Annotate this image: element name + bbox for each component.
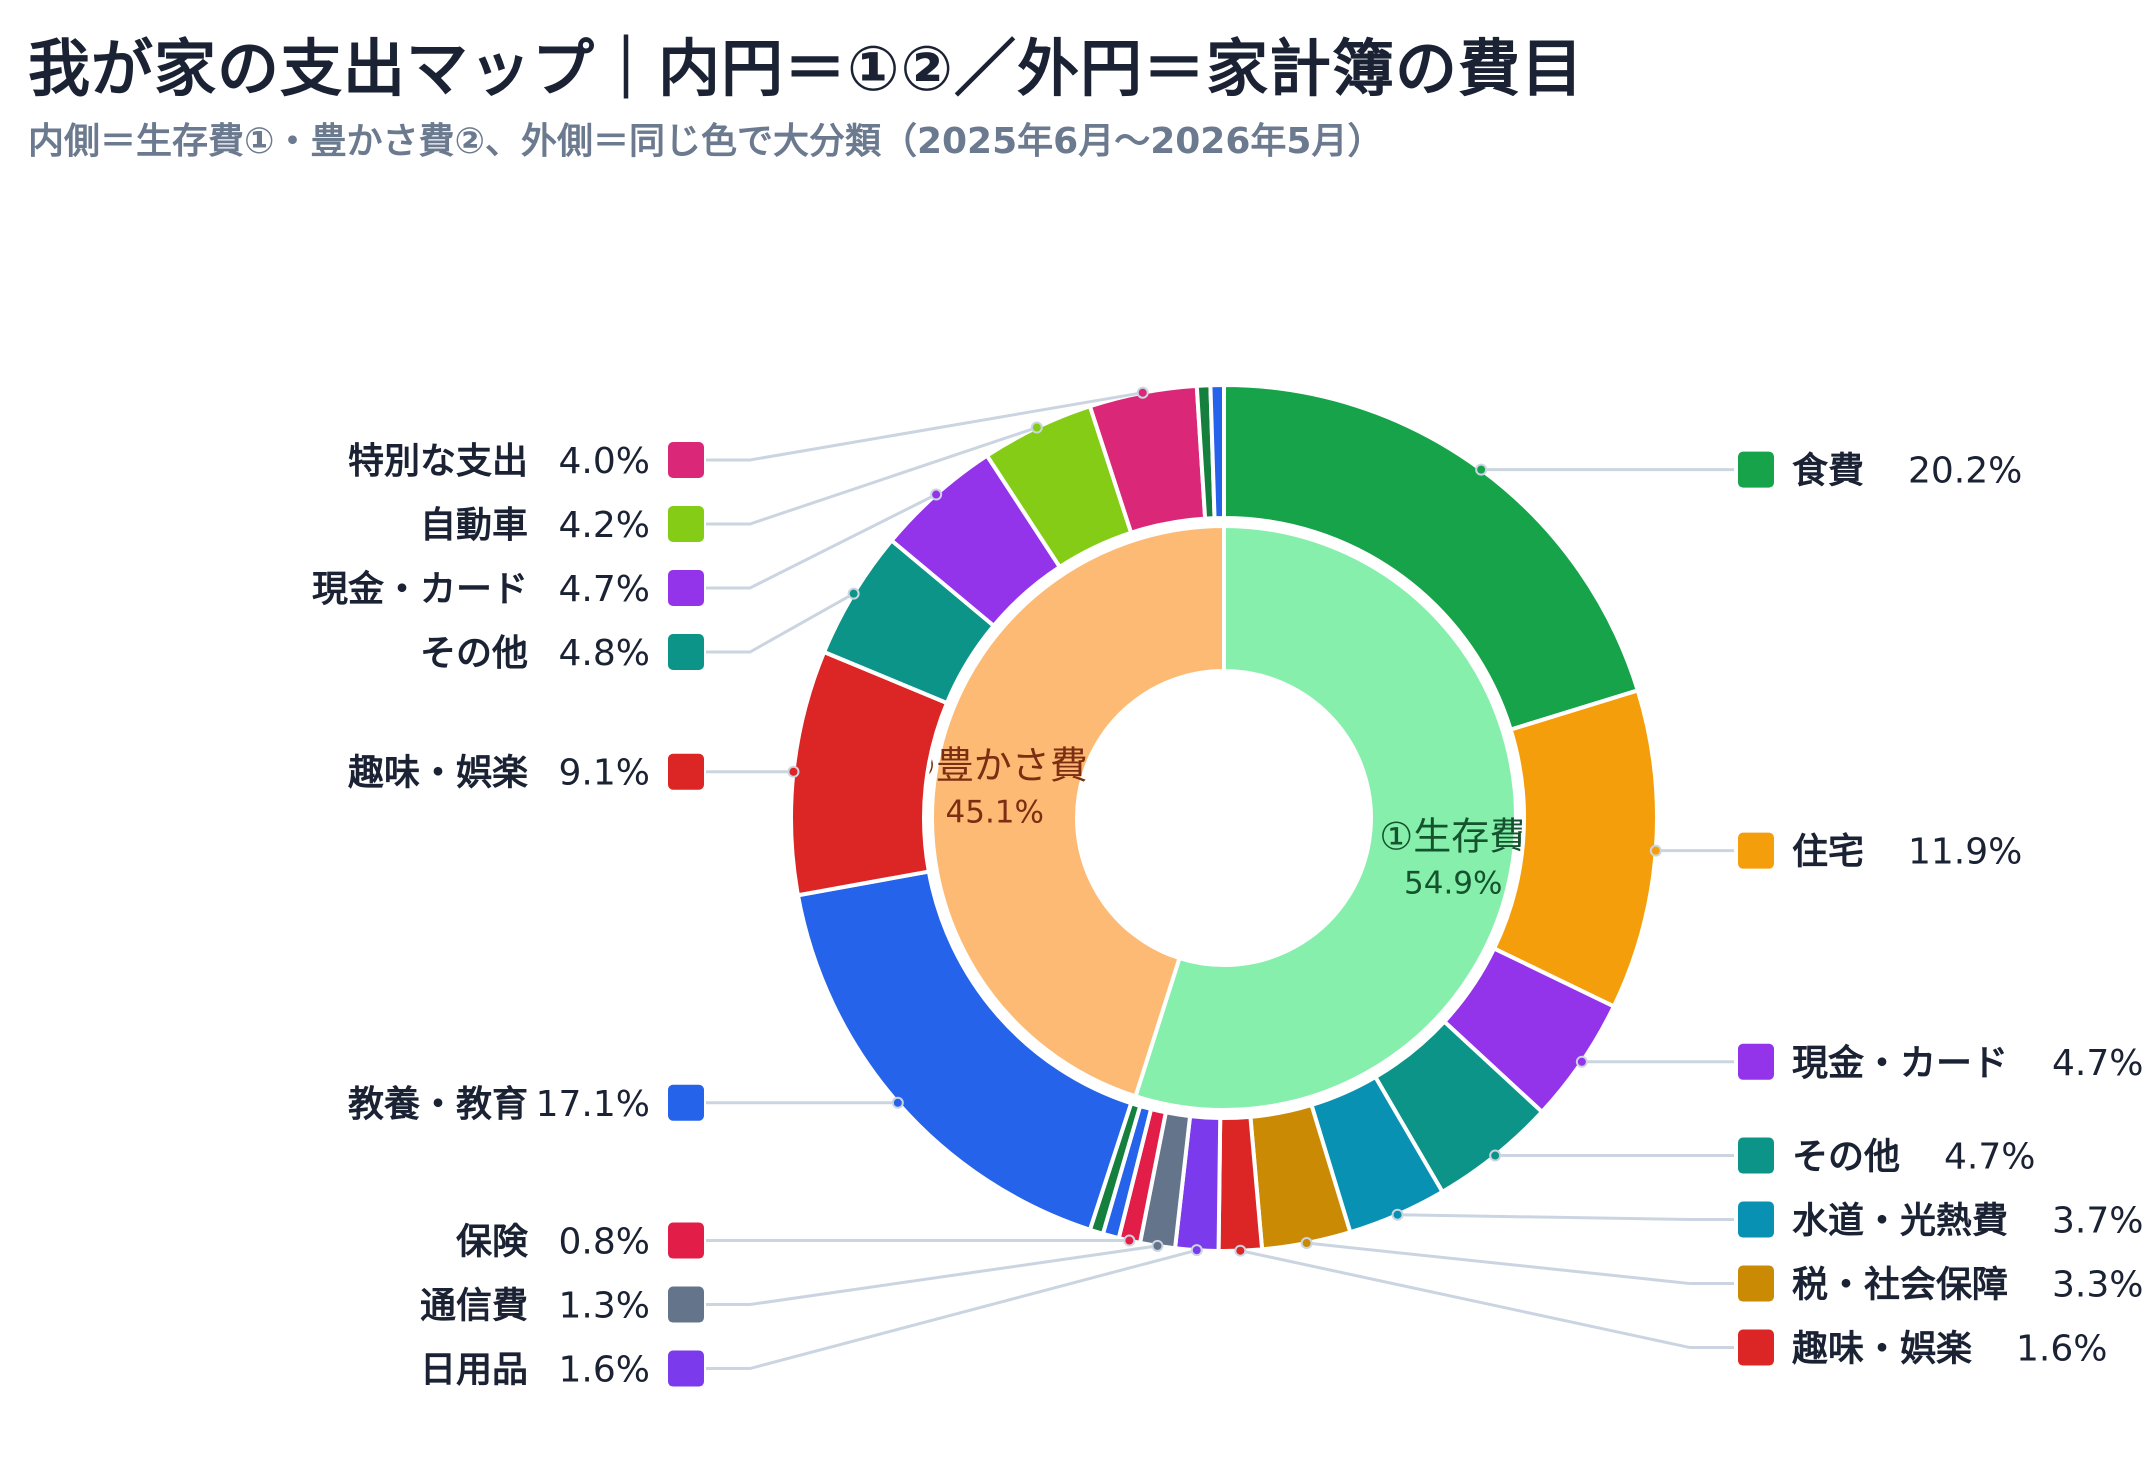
legend-swatch-right-4 bbox=[1738, 1201, 1774, 1238]
leader-line-left-1 bbox=[706, 426, 1038, 526]
legend-name-right-1: 住宅 bbox=[1792, 831, 1864, 873]
leader-dot-left-2 bbox=[930, 488, 943, 501]
leader-dot-right-5 bbox=[1300, 1237, 1313, 1250]
leader-dot-right-3 bbox=[1489, 1149, 1502, 1162]
legend-name-right-4: 水道・光熱費 bbox=[1792, 1201, 2008, 1242]
legend-swatch-left-8 bbox=[668, 1350, 704, 1387]
legend-value-left-4: 9.1% bbox=[559, 753, 650, 794]
legend-swatch-right-2 bbox=[1738, 1043, 1774, 1080]
legend-swatch-right-0 bbox=[1738, 451, 1774, 488]
leader-line-right-4 bbox=[1397, 1213, 1734, 1222]
leader-line-left-2 bbox=[706, 493, 937, 590]
legend-value-right-1: 11.9% bbox=[1908, 832, 2022, 873]
leader-dot-right-2 bbox=[1575, 1055, 1588, 1068]
inner-slice-value-0: 54.9% bbox=[1404, 866, 1502, 902]
leader-line-left-3 bbox=[706, 592, 855, 654]
legend-name-left-6: 保険 bbox=[456, 1222, 529, 1263]
leader-dot-right-0 bbox=[1475, 463, 1488, 476]
leader-dot-left-0 bbox=[1136, 386, 1149, 399]
legend-value-left-1: 4.2% bbox=[559, 505, 650, 546]
leader-dot-right-4 bbox=[1391, 1208, 1404, 1221]
legend-name-left-5: 教養・教育 bbox=[348, 1084, 528, 1125]
leader-line-left-0 bbox=[706, 391, 1143, 462]
legend-value-left-3: 4.8% bbox=[559, 633, 650, 674]
leader-dot-left-6 bbox=[1123, 1234, 1136, 1247]
legend-swatch-left-6 bbox=[668, 1222, 704, 1259]
legend-name-right-3: その他 bbox=[1792, 1137, 1900, 1178]
legend-value-left-0: 4.0% bbox=[559, 441, 650, 482]
outer-slice-0 bbox=[1222, 382, 1641, 733]
legend-swatch-left-4 bbox=[668, 753, 704, 790]
leader-dot-right-6 bbox=[1234, 1244, 1247, 1257]
legend-swatch-left-7 bbox=[668, 1286, 704, 1323]
legend-name-left-2: 現金・カード bbox=[312, 568, 528, 610]
legend-name-left-7: 通信費 bbox=[420, 1286, 528, 1327]
legend-name-right-6: 趣味・娯楽 bbox=[1792, 1329, 1972, 1370]
legend-name-left-4: 趣味・娯楽 bbox=[348, 753, 528, 794]
legend-value-left-7: 1.3% bbox=[559, 1286, 650, 1327]
legend-swatch-right-6 bbox=[1738, 1329, 1774, 1366]
legend-swatch-right-1 bbox=[1738, 832, 1774, 869]
legend-name-right-0: 食費 bbox=[1792, 451, 1864, 492]
leader-dot-left-4 bbox=[787, 765, 800, 778]
legend-name-left-0: 特別な支出 bbox=[348, 441, 528, 482]
legend-name-left-8: 日用品 bbox=[420, 1350, 528, 1391]
legend-swatch-left-2 bbox=[668, 570, 704, 606]
inner-slice-0 bbox=[1132, 523, 1518, 1112]
legend-value-right-6: 1.6% bbox=[2016, 1329, 2107, 1370]
leader-line-left-8 bbox=[706, 1248, 1198, 1371]
legend-value-left-2: 4.7% bbox=[559, 569, 650, 610]
legend-value-right-2: 4.7% bbox=[2052, 1043, 2143, 1084]
legend-value-right-0: 20.2% bbox=[1908, 451, 2022, 492]
legend-value-right-4: 3.7% bbox=[2052, 1201, 2143, 1242]
legend-value-left-5: 17.1% bbox=[536, 1084, 650, 1125]
legend-value-left-6: 0.8% bbox=[559, 1222, 650, 1263]
legend-swatch-left-3 bbox=[668, 634, 704, 670]
legend-swatch-left-0 bbox=[668, 442, 704, 478]
leader-line-left-7 bbox=[706, 1244, 1158, 1307]
legend-swatch-left-1 bbox=[668, 506, 704, 542]
legend-swatch-right-5 bbox=[1738, 1265, 1774, 1302]
legend-name-right-2: 現金・カード bbox=[1792, 1042, 2008, 1084]
inner-slice-value-1: 45.1% bbox=[946, 794, 1044, 830]
inner-slice-1 bbox=[930, 523, 1226, 1099]
legend-name-left-1: 自動車 bbox=[420, 505, 528, 546]
legend-name-right-5: 税・社会保障 bbox=[1792, 1265, 2008, 1306]
leader-dot-left-1 bbox=[1030, 421, 1043, 434]
legend-value-left-8: 1.6% bbox=[559, 1350, 650, 1391]
leader-dot-left-7 bbox=[1151, 1239, 1164, 1252]
leader-dot-left-8 bbox=[1190, 1244, 1203, 1257]
legend-value-right-5: 3.3% bbox=[2052, 1265, 2143, 1306]
leader-dot-right-1 bbox=[1649, 844, 1662, 857]
leader-dot-left-3 bbox=[847, 587, 860, 600]
leader-line-right-5 bbox=[1306, 1241, 1734, 1286]
leader-line-right-6 bbox=[1240, 1249, 1734, 1350]
chart-title: 我が家の支出マップ｜内円＝①②／外円＝家計簿の費目 bbox=[28, 32, 1584, 105]
legend-swatch-left-5 bbox=[668, 1084, 704, 1121]
legend-swatch-right-3 bbox=[1738, 1137, 1774, 1174]
leader-dot-left-5 bbox=[891, 1096, 904, 1109]
chart-subtitle: 内側＝生存費①・豊かさ費②、外側＝同じ色で大分類（2025年6月〜2026年5月… bbox=[28, 121, 1384, 162]
legend-name-left-3: その他 bbox=[420, 633, 528, 674]
outer-slice-19 bbox=[1208, 382, 1226, 521]
legend-value-right-3: 4.7% bbox=[1944, 1137, 2035, 1178]
inner-slice-label-0: ①生存費 bbox=[1379, 815, 1527, 859]
